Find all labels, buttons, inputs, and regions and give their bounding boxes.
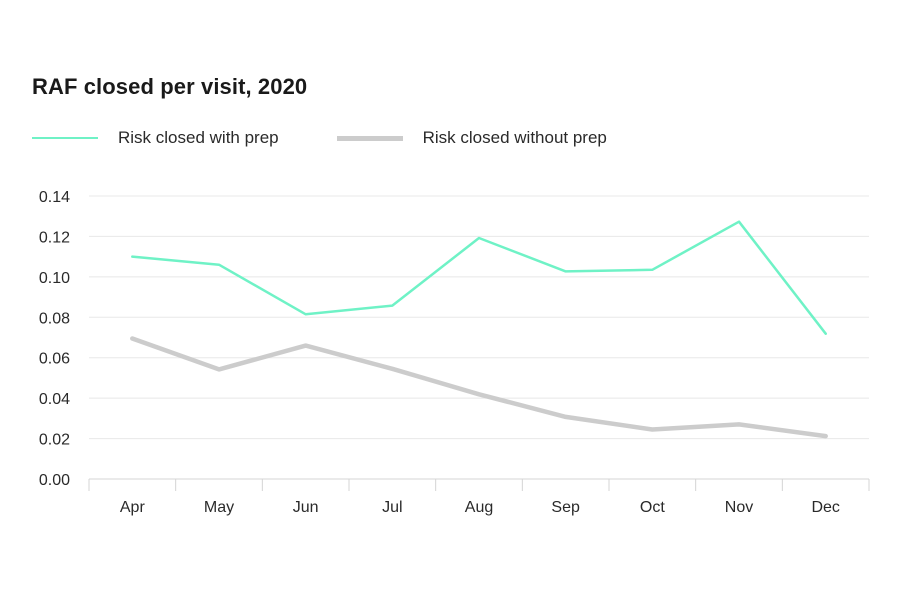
y-tick-label-6: 0.12: [39, 229, 70, 246]
legend-swatch-without-prep: [336, 135, 403, 141]
data-point-with-prep-jul: [390, 304, 394, 308]
legend-label-without-prep: Risk closed without prep: [422, 128, 607, 147]
data-point-without-prep-aug: [477, 392, 481, 396]
y-tick-label-1: 0.02: [39, 432, 70, 449]
x-tick-label-8: Dec: [811, 499, 839, 516]
data-point-without-prep-nov: [737, 422, 741, 426]
y-tick-label-2: 0.04: [39, 391, 70, 408]
data-point-without-prep-oct: [650, 427, 654, 431]
data-point-with-prep-jun: [304, 312, 308, 316]
data-point-with-prep-dec: [824, 332, 828, 336]
x-tick-label-5: Sep: [551, 499, 580, 516]
data-point-without-prep-apr: [130, 337, 134, 341]
series-line-with-prep: [131, 220, 827, 335]
x-tick-label-7: Nov: [725, 499, 753, 516]
data-point-with-prep-aug: [477, 236, 481, 240]
data-point-with-prep-may: [217, 263, 221, 267]
legend-item-without-prep: Risk closed without prep: [336, 128, 607, 148]
legend: Risk closed with prep Risk closed withou…: [32, 126, 665, 150]
series-line-without-prep: [130, 336, 828, 439]
x-tick-label-1: May: [204, 499, 234, 516]
data-point-with-prep-apr: [130, 255, 134, 259]
chart-title: RAF closed per visit, 2020: [32, 74, 308, 99]
legend-label-with-prep: Risk closed with prep: [118, 128, 279, 147]
legend-item-with-prep: Risk closed with prep: [32, 128, 279, 148]
y-tick-label-4: 0.08: [39, 310, 70, 327]
x-tick-label-4: Aug: [465, 499, 493, 516]
y-tick-label-7: 0.14: [39, 189, 70, 206]
data-point-with-prep-nov: [737, 220, 741, 224]
x-tick-label-2: Jun: [293, 499, 319, 516]
data-point-with-prep-sep: [564, 269, 568, 273]
data-point-without-prep-jul: [390, 367, 394, 371]
y-tick-label-5: 0.10: [39, 270, 70, 287]
data-point-with-prep-oct: [650, 268, 654, 272]
x-tick-label-6: Oct: [640, 499, 665, 516]
y-tick-label-3: 0.06: [39, 351, 70, 368]
data-point-without-prep-sep: [564, 415, 568, 419]
x-tick-label-0: Apr: [120, 499, 146, 516]
data-point-without-prep-dec: [824, 434, 828, 438]
x-tick-label-3: Jul: [382, 499, 402, 516]
data-point-without-prep-may: [217, 367, 221, 371]
legend-swatch-with-prep: [32, 137, 98, 139]
data-point-without-prep-jun: [304, 344, 308, 348]
y-tick-label-0: 0.00: [39, 472, 70, 489]
